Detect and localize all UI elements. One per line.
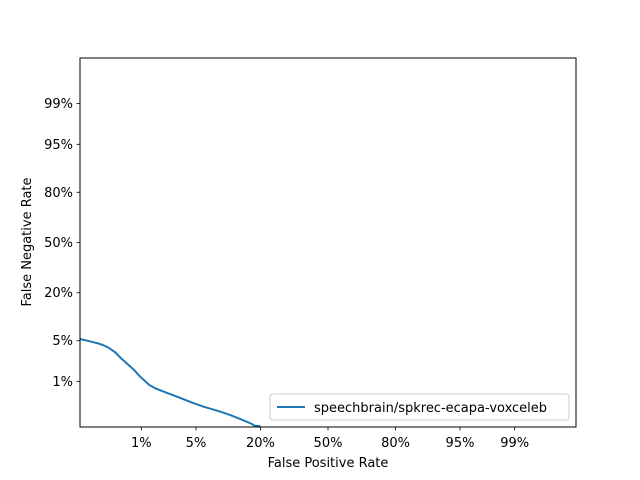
legend-entry-label: speechbrain/spkrec-ecapa-voxceleb bbox=[314, 401, 547, 416]
y-axis-label: False Negative Rate bbox=[20, 177, 35, 306]
y-tick-label: 80% bbox=[44, 186, 73, 201]
legend-box bbox=[269, 393, 570, 421]
x-tick-label: 20% bbox=[246, 436, 275, 451]
y-axis-ticks: 1% 5% 20% 50% 80% 95% 99% bbox=[44, 97, 80, 390]
y-tick-label: 5% bbox=[52, 334, 73, 349]
x-axis-ticks: 1% 5% 20% 50% 80% 95% 99% bbox=[131, 427, 529, 451]
y-tick-label: 1% bbox=[52, 375, 73, 390]
y-tick-label: 20% bbox=[44, 286, 73, 301]
plot-content bbox=[79, 338, 261, 427]
x-tick-label: 1% bbox=[131, 436, 152, 451]
x-axis-label: False Positive Rate bbox=[268, 456, 389, 471]
legend: speechbrain/spkrec-ecapa-voxceleb bbox=[269, 393, 570, 421]
x-tick-label: 99% bbox=[500, 436, 529, 451]
x-tick-label: 80% bbox=[381, 436, 410, 451]
y-tick-label: 99% bbox=[44, 97, 73, 112]
det-curve-series-0 bbox=[79, 338, 261, 427]
y-tick-label: 50% bbox=[44, 236, 73, 251]
x-tick-label: 5% bbox=[186, 436, 207, 451]
y-tick-label: 95% bbox=[44, 138, 73, 153]
x-tick-label: 95% bbox=[446, 436, 475, 451]
x-tick-label: 50% bbox=[314, 436, 343, 451]
